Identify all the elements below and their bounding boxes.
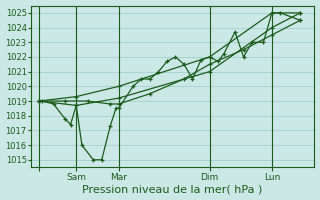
- X-axis label: Pression niveau de la mer( hPa ): Pression niveau de la mer( hPa ): [83, 184, 263, 194]
